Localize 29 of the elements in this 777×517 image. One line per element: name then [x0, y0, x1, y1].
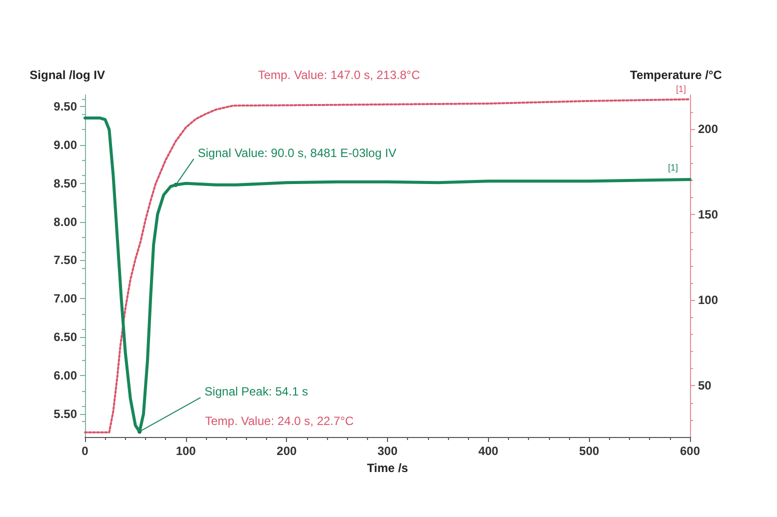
annotation: [1] — [668, 162, 678, 173]
x-tick-label: 600 — [680, 444, 700, 458]
y2-axis-title: Temperature /°C — [630, 68, 722, 82]
x-axis-title: Time /s — [366, 460, 408, 475]
x-tick-label: 100 — [176, 444, 196, 458]
x-tick-label: 500 — [579, 444, 600, 458]
annotation: Signal Value: 90.0 s, 8481 E-03log IV — [198, 146, 396, 160]
y-tick-label: 5.50 — [54, 406, 78, 421]
y-tick-label: 8.00 — [54, 214, 78, 229]
y-tick-label: 8.50 — [54, 176, 78, 190]
y2-tick-label: 100 — [698, 293, 718, 308]
y-axis-title: Signal /log IV — [30, 68, 105, 82]
y-tick-label: 6.50 — [54, 330, 78, 344]
y-tick-label: 7.50 — [54, 253, 78, 268]
text: [1] — [676, 84, 686, 94]
y2-tick-label: 50 — [698, 378, 712, 393]
annotation: Temp. Value: 24.0 s, 22.7°C — [205, 414, 354, 428]
text: Temp. Value: 147.0 s, 213.8°C — [258, 68, 420, 82]
y-tick-label: 9.00 — [54, 138, 78, 152]
annotation: Signal Peak: 54.1 s — [204, 384, 308, 399]
x-tick-label: 400 — [478, 444, 499, 458]
x-tick-label: 300 — [377, 444, 398, 458]
y2-tick-label: 150 — [698, 208, 718, 222]
y-tick-label: 7.00 — [54, 292, 78, 306]
x-tick-label: 0 — [82, 444, 89, 458]
y-tick-label: 6.00 — [54, 368, 78, 383]
y-tick-label: 9.50 — [54, 100, 78, 114]
x-tick-label: 200 — [276, 444, 297, 458]
y2-tick-label: 200 — [698, 122, 718, 136]
